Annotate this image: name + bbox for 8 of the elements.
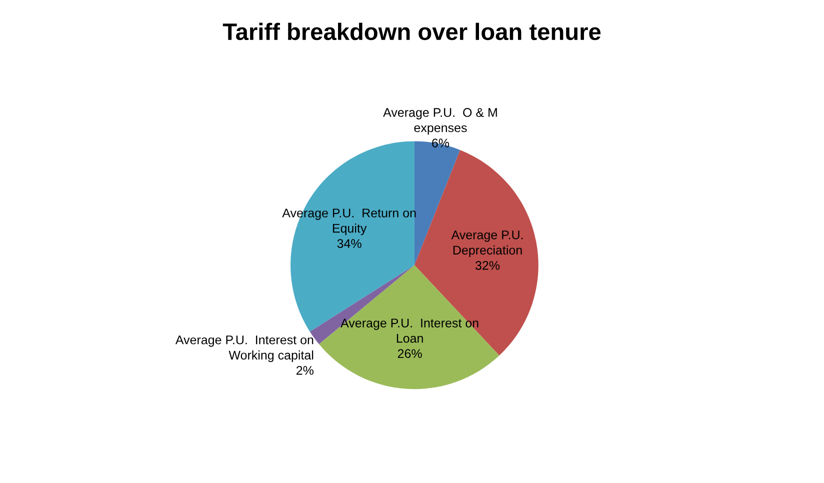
slice-label: Average P.U. Depreciation: [451, 230, 523, 258]
data-label: 2%: [296, 366, 314, 375]
chart-title: Tariff breakdown over loan tenure: [222, 22, 601, 40]
data-label: 32%: [475, 261, 500, 270]
data-label: 26%: [398, 349, 422, 358]
slice-label: Average P.U. Interest on Working capital: [175, 336, 314, 362]
data-label: 34%: [337, 239, 362, 248]
slice-label: Average P.U. O & M expenses: [383, 108, 497, 135]
